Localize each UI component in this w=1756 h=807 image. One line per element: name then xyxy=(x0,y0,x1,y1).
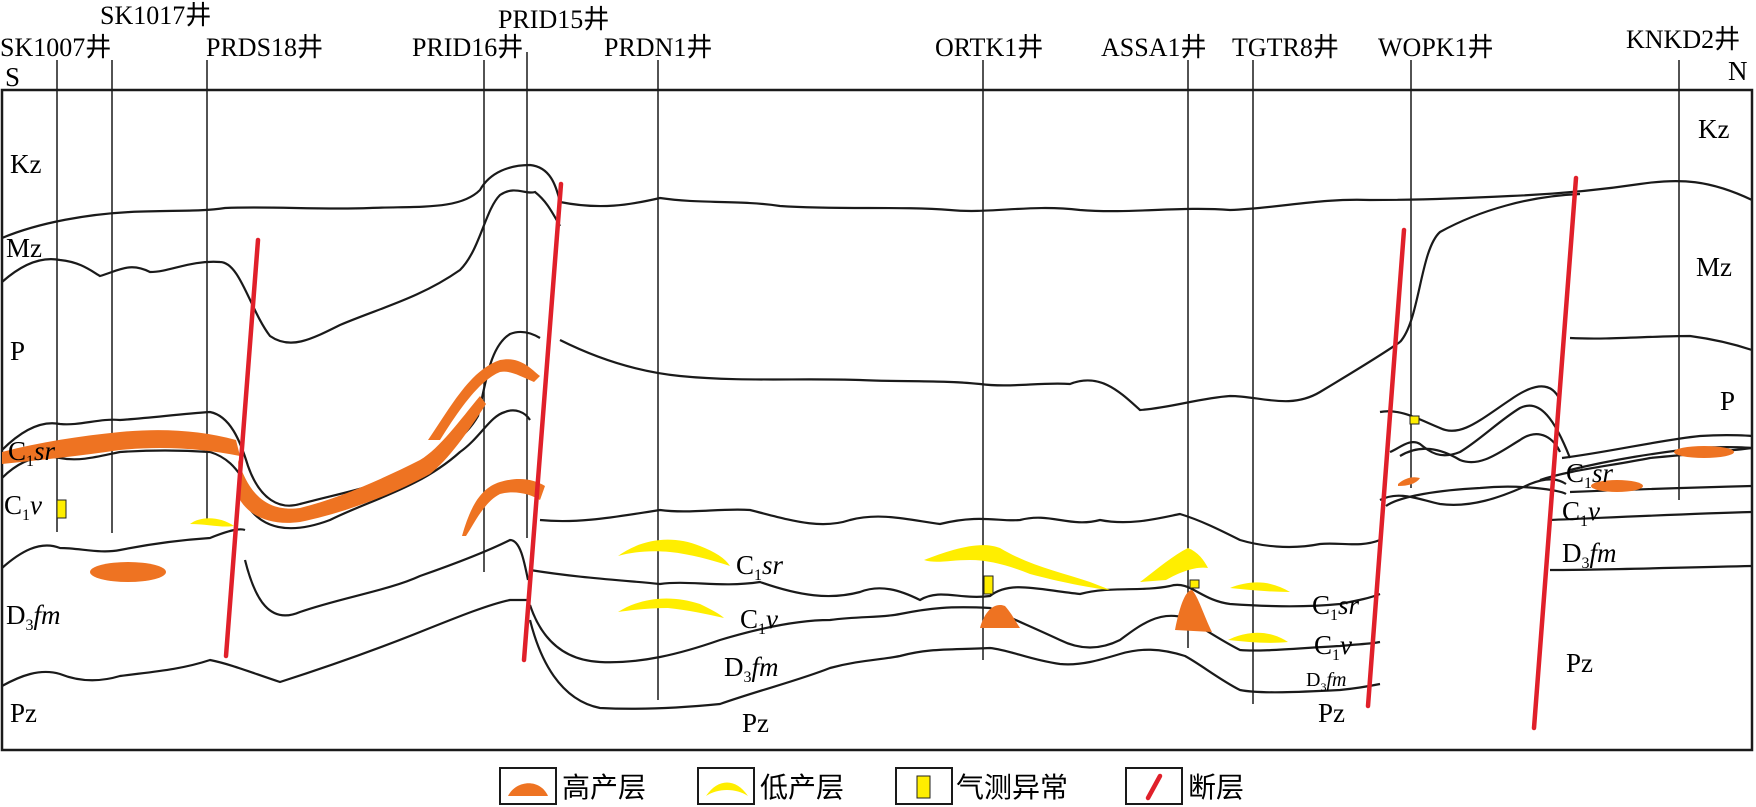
low-producing-layers xyxy=(190,518,1290,643)
label-mz-east: Mz xyxy=(1696,252,1732,282)
well-label-sk1007: SK1007井 xyxy=(0,33,111,62)
well-label-ortk1: ORTK1井 xyxy=(935,33,1043,62)
legend-fault-label: 断层 xyxy=(1188,771,1244,804)
label-d3fm-west: D3fm xyxy=(6,600,61,634)
label-c1v-west: C1v xyxy=(4,490,42,524)
well-label-prdn1: PRDN1井 xyxy=(604,33,712,62)
label-pz-tgtr8: Pz xyxy=(1318,698,1345,728)
well-label-wopk1: WOPK1井 xyxy=(1378,33,1494,62)
horizon-pz-top xyxy=(1,598,1381,710)
fault-line-3 xyxy=(1365,227,1407,709)
low-layer-ortk1 xyxy=(924,545,1110,590)
well-lines xyxy=(56,52,1680,704)
high-layer-knkd2-upper xyxy=(1674,446,1734,458)
low-layer-assa1 xyxy=(1140,548,1208,582)
high-layer-wopk1 xyxy=(1398,477,1420,486)
horizon-c1v-base xyxy=(1,528,1753,664)
legend-low-label: 低产层 xyxy=(760,771,844,804)
legend-fault-box xyxy=(1125,767,1183,805)
horizon-kz-base xyxy=(1,163,1753,240)
section-frame xyxy=(0,88,1754,752)
gas-anomaly-ortk1 xyxy=(983,575,994,595)
well-label-knkd2: KNKD2井 xyxy=(1626,25,1740,54)
legend-gas-label: 气测异常 xyxy=(956,771,1068,804)
well-label-assa1: ASSA1井 xyxy=(1101,33,1206,62)
label-pz-west: Pz xyxy=(10,698,37,728)
label-pz-mid: Pz xyxy=(742,708,769,738)
label-p-west: P xyxy=(10,336,25,366)
label-d3fm-prdn1: D3fm xyxy=(724,652,779,686)
high-producing-layers xyxy=(2,359,1734,632)
legend-high-box xyxy=(499,767,557,805)
label-c1sr-west: C1sr xyxy=(8,436,56,470)
label-mz-west: Mz xyxy=(6,233,42,263)
gas-anomaly-wopk1 xyxy=(1409,415,1420,425)
low-layer-tgtr8-c1sr xyxy=(1230,582,1290,592)
low-layer-tgtr8-c1v xyxy=(1228,632,1288,643)
label-kz-east: Kz xyxy=(1698,114,1729,144)
gas-anomalies xyxy=(56,415,1420,595)
high-layer-prid16-top xyxy=(428,359,540,440)
low-layer-prdn1-c1sr xyxy=(618,539,730,566)
formation-labels: Kz Kz Mz Mz P P Pz Pz Pz Pz C1sr C1sr C1… xyxy=(4,114,1735,738)
well-label-prid16: PRID16井 xyxy=(412,33,523,62)
legend-low-swatch xyxy=(706,782,748,796)
legend-fault-swatch xyxy=(1145,773,1163,801)
high-layer-assa1 xyxy=(1175,590,1212,632)
gas-anomaly-assa1 xyxy=(1189,579,1200,589)
high-layer-d3fm-west xyxy=(90,562,166,582)
legend-high-swatch xyxy=(508,783,548,796)
label-c1v-east: C1v xyxy=(1562,496,1600,530)
faults xyxy=(223,175,1579,731)
fault-line-1 xyxy=(223,237,261,659)
high-layer-c1sr-west xyxy=(2,430,240,464)
label-p-east: P xyxy=(1720,386,1735,416)
low-layer-prds18 xyxy=(190,518,234,527)
high-layer-ortk1 xyxy=(980,604,1020,628)
label-south: S xyxy=(5,62,20,92)
label-d3fm-east: D3fm xyxy=(1562,538,1617,572)
legend: 高产层 低产层 气测异常 断层 xyxy=(499,767,1244,805)
label-pz-east: Pz xyxy=(1566,648,1593,678)
well-label-prid15: PRID15井 xyxy=(498,5,609,34)
label-c1sr-east: C1sr xyxy=(1566,458,1614,492)
legend-gas-box xyxy=(895,767,953,805)
label-c1sr-tgtr8: C1sr xyxy=(1312,590,1360,624)
fault-line-2 xyxy=(521,181,564,663)
label-c1v-tgtr8: C1v xyxy=(1314,630,1352,664)
high-layer-c1sr-dip xyxy=(238,396,486,523)
label-c1sr-prdn1: C1sr xyxy=(736,550,784,584)
high-layer-knkd2-lower xyxy=(1591,480,1643,492)
well-label-prds18: PRDS18井 xyxy=(206,33,323,62)
horizon-mz-base xyxy=(1,189,1753,412)
fault-line-4 xyxy=(1531,175,1579,731)
gas-anomaly-sk1007 xyxy=(56,499,67,519)
legend-gas-swatch xyxy=(916,775,931,799)
label-north: N xyxy=(1728,56,1748,86)
low-layer-prdn1-c1v xyxy=(618,598,724,618)
high-layer-prid16-mid xyxy=(462,479,545,536)
well-labels: SK1007井 SK1017井 PRDS18井 PRID16井 PRID15井 … xyxy=(0,1,1740,62)
horizon-knkd-block xyxy=(1561,434,1753,460)
horizons xyxy=(1,163,1753,710)
well-label-sk1017: SK1017井 xyxy=(100,1,211,30)
label-c1v-prdn1: C1v xyxy=(740,604,778,638)
well-label-tgtr8: TGTR8井 xyxy=(1232,33,1339,62)
label-kz-west: Kz xyxy=(10,149,41,179)
label-d3fm-tgtr8: D3fm xyxy=(1306,669,1346,694)
legend-high-label: 高产层 xyxy=(562,771,646,804)
legend-low-box xyxy=(697,767,755,805)
